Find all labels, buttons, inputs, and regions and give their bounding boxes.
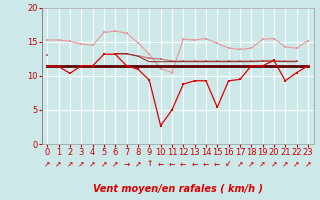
Text: ↑: ↑ — [146, 160, 152, 168]
Text: ↗: ↗ — [78, 160, 84, 168]
Text: ↗: ↗ — [248, 160, 254, 168]
Text: ↗: ↗ — [89, 160, 96, 168]
Text: ←: ← — [180, 160, 187, 168]
Text: →: → — [124, 160, 130, 168]
Text: ←: ← — [191, 160, 198, 168]
Text: ↗: ↗ — [282, 160, 288, 168]
Text: ↗: ↗ — [271, 160, 277, 168]
Text: ↗: ↗ — [237, 160, 243, 168]
Text: ↗: ↗ — [101, 160, 107, 168]
Text: ←: ← — [157, 160, 164, 168]
Text: ↗: ↗ — [55, 160, 62, 168]
Text: ↗: ↗ — [44, 160, 51, 168]
Text: ↙: ↙ — [225, 160, 232, 168]
Text: ↗: ↗ — [293, 160, 300, 168]
Text: ↗: ↗ — [112, 160, 118, 168]
Text: Vent moyen/en rafales ( km/h ): Vent moyen/en rafales ( km/h ) — [92, 184, 263, 194]
Text: ←: ← — [169, 160, 175, 168]
Text: ←: ← — [214, 160, 220, 168]
Text: ↗: ↗ — [135, 160, 141, 168]
Text: ←: ← — [203, 160, 209, 168]
Text: ↗: ↗ — [260, 160, 266, 168]
Text: ↗: ↗ — [305, 160, 311, 168]
Text: ↗: ↗ — [67, 160, 73, 168]
